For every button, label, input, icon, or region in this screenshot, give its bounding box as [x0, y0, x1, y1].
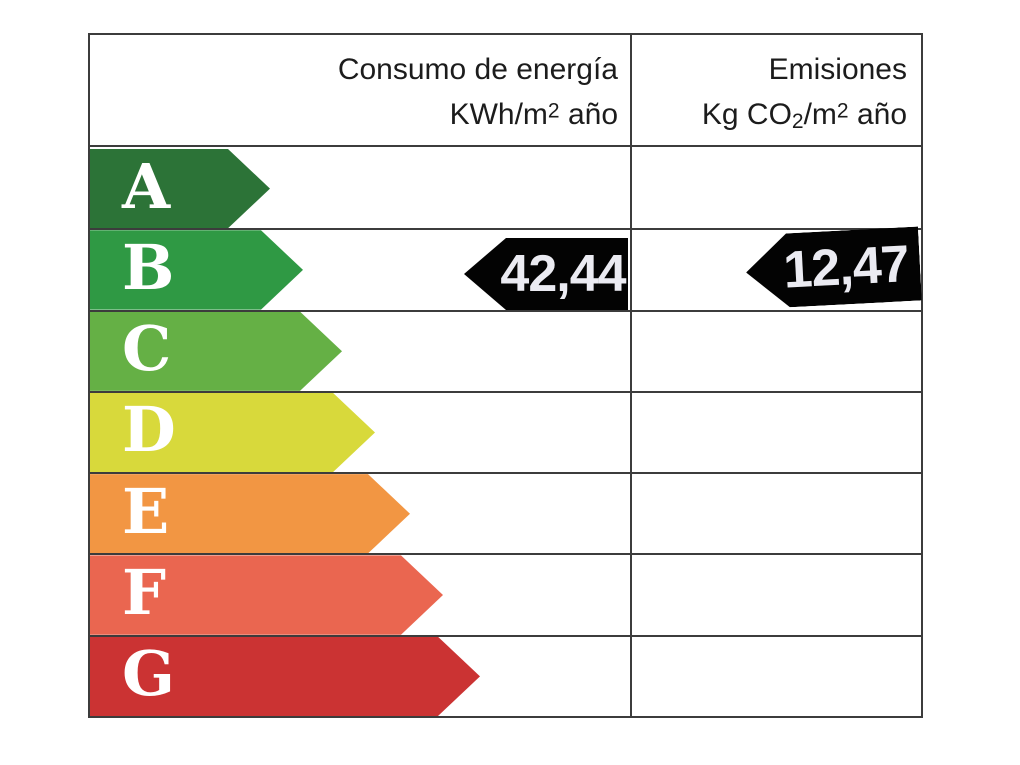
scale-row: B [90, 230, 921, 312]
rating-table: Consumo de energía KWh/m2 año Emisiones … [88, 33, 923, 718]
scale-row: A [90, 149, 921, 231]
header-row: Consumo de energía KWh/m2 año Emisiones … [90, 35, 921, 147]
rating-arrow-icon [90, 474, 410, 553]
consumo-header: Consumo de energía KWh/m2 año [90, 35, 630, 145]
rating-letter: C [122, 312, 172, 386]
emisiones-header-line1: Emisiones [768, 53, 907, 86]
emisiones-header: Emisiones Kg CO2/m2 año [630, 35, 919, 145]
rating-arrow-icon [90, 230, 303, 309]
rating-letter: B [122, 230, 175, 304]
rating-letter: E [122, 474, 170, 548]
consumo-value: 42,44 [500, 245, 626, 303]
scale-row: F [90, 555, 921, 637]
rating-letter: A [122, 149, 171, 223]
rating-arrow-icon [90, 312, 342, 391]
emisiones-header-line2: Kg CO2/m2 año [701, 98, 907, 134]
scale-rows: A B C D E F [90, 149, 921, 716]
rating-arrow-icon [90, 393, 375, 472]
scale-row: C [90, 312, 921, 393]
consumo-header-line1: Consumo de energía [337, 53, 618, 86]
rating-letter: F [122, 556, 167, 630]
scale-row: D [90, 393, 921, 475]
scale-row: G [90, 637, 921, 716]
rating-letter: D [122, 393, 176, 467]
scale-row: E [90, 474, 921, 556]
rating-arrow-icon [90, 555, 443, 634]
column-divider [630, 35, 632, 716]
rating-arrow-icon [90, 149, 270, 228]
emisiones-value: 12,47 [781, 235, 910, 300]
consumo-header-line2: KWh/m2 año [449, 98, 618, 132]
rating-letter: G [122, 637, 175, 711]
rating-arrow-icon [90, 637, 480, 716]
